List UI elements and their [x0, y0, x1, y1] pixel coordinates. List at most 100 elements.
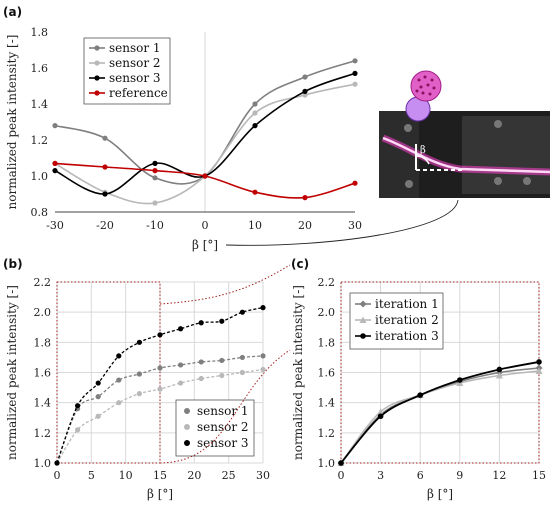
data-point [136, 391, 142, 397]
y-tick-label: 1.4 [34, 397, 52, 410]
data-point [302, 195, 308, 201]
y-tick-label: 1.6 [34, 367, 52, 380]
x-tick-label: 30 [348, 219, 362, 232]
legend-label: sensor 1 [109, 41, 161, 55]
x-tick-label: -30 [46, 219, 64, 232]
y-axis-label: normalized peak intensity [-] [5, 35, 19, 210]
panel-label-a: (a) [3, 5, 22, 19]
data-point [95, 380, 101, 386]
y-tick-label: 1.8 [318, 336, 336, 349]
data-point [302, 88, 308, 94]
data-point [198, 320, 204, 326]
legend-label: sensor 3 [197, 436, 249, 450]
y-tick-label: 1.4 [31, 98, 49, 111]
legend-label: sensor 3 [109, 71, 161, 85]
y-tick-label: 1.0 [31, 170, 49, 183]
data-point [352, 180, 358, 186]
data-point [116, 400, 122, 406]
legend-label: sensor 2 [197, 420, 249, 434]
legend-marker [184, 424, 190, 430]
zoom-connectors [159, 264, 291, 464]
x-tick-label: -10 [146, 219, 164, 232]
legend-label: sensor 2 [109, 56, 161, 70]
legend-marker [184, 408, 190, 414]
x-axis-label: β [°] [192, 238, 218, 252]
data-point [260, 353, 266, 359]
x-tick-label: -20 [96, 219, 114, 232]
data-point [136, 339, 142, 345]
data-point [102, 164, 108, 170]
data-point [417, 392, 424, 398]
y-tick-label: 2.2 [318, 276, 336, 289]
series-line-3 [340, 361, 540, 464]
data-point [252, 110, 258, 116]
sensor-photo: β [379, 70, 550, 198]
legend-marker [94, 45, 100, 51]
x-tick-label: 0 [202, 219, 209, 232]
data-point [260, 366, 266, 373]
data-point [377, 408, 385, 415]
x-tick-label: 3 [377, 469, 384, 482]
data-point [157, 386, 163, 392]
x-tick-label: 12 [492, 469, 506, 482]
legend-label: iteration 2 [375, 313, 439, 327]
x-tick-label: 0 [54, 469, 61, 482]
photo-particles [415, 75, 436, 96]
data-point [252, 189, 258, 195]
data-point [95, 394, 101, 400]
legend-marker [359, 316, 367, 323]
y-tick-label: 1.8 [31, 26, 49, 39]
chart-c: 0 3 6 9 12 15 1.0 1.2 1.4 1.6 1.8 2.0 2.2 normalized … [291, 276, 546, 501]
y-axis-label: normalized peak intensity [-] [291, 285, 305, 460]
photo-connector [225, 199, 459, 246]
x-tick-label: 15 [532, 469, 546, 482]
legend-marker [94, 90, 100, 96]
data-point [75, 403, 81, 409]
legend-marker [359, 300, 367, 308]
panel-label-b: (b) [3, 257, 23, 271]
x-tick-label: 15 [153, 469, 167, 482]
legend-label: iteration 3 [375, 329, 439, 343]
x-tick-label: 10 [119, 469, 133, 482]
data-point [178, 362, 184, 368]
y-tick-label: 1.0 [318, 457, 336, 470]
photo-screw [523, 177, 531, 185]
photo-screw [494, 120, 502, 128]
data-point [239, 354, 245, 361]
data-point [198, 375, 204, 382]
y-tick-label: 2.2 [34, 276, 52, 289]
x-tick-label: 6 [417, 469, 424, 482]
x-tick-label: 20 [187, 469, 201, 482]
data-point [352, 70, 358, 76]
data-point [178, 380, 184, 386]
y-tick-label: 1.6 [318, 367, 336, 380]
data-point [338, 460, 344, 466]
legend-box [349, 292, 444, 350]
chart-a: -30 -20 -10 0 10 20 30 0.8 1.0 1.2 1.4 1.6 1.8 normal… [5, 26, 362, 252]
legend-marker [94, 75, 100, 81]
data-point [536, 359, 542, 365]
data-point [219, 318, 225, 324]
x-tick-label: 5 [88, 469, 95, 482]
y-tick-label: 1.2 [318, 427, 336, 440]
data-point [302, 74, 308, 80]
data-point [377, 413, 384, 420]
data-point [239, 309, 245, 315]
data-point [495, 372, 503, 379]
data-point [95, 413, 101, 419]
chart-b: 0 5 10 15 20 25 30 1.0 1.2 1.4 1.6 1.8 2.0 2.2 normali… [5, 276, 270, 501]
x-axis-label: β [°] [147, 487, 173, 501]
data-point [252, 101, 258, 107]
photo-angle-symbol: β [420, 145, 426, 156]
y-tick-label: 1.8 [34, 336, 52, 349]
panel-label-c: (c) [291, 257, 309, 271]
data-point [260, 305, 266, 311]
data-point [54, 460, 60, 466]
data-point [352, 58, 358, 64]
data-point [535, 367, 543, 374]
x-tick-label: 20 [298, 219, 312, 232]
data-point [152, 168, 158, 174]
x-tick-label: 25 [222, 469, 236, 482]
data-point [75, 427, 81, 433]
